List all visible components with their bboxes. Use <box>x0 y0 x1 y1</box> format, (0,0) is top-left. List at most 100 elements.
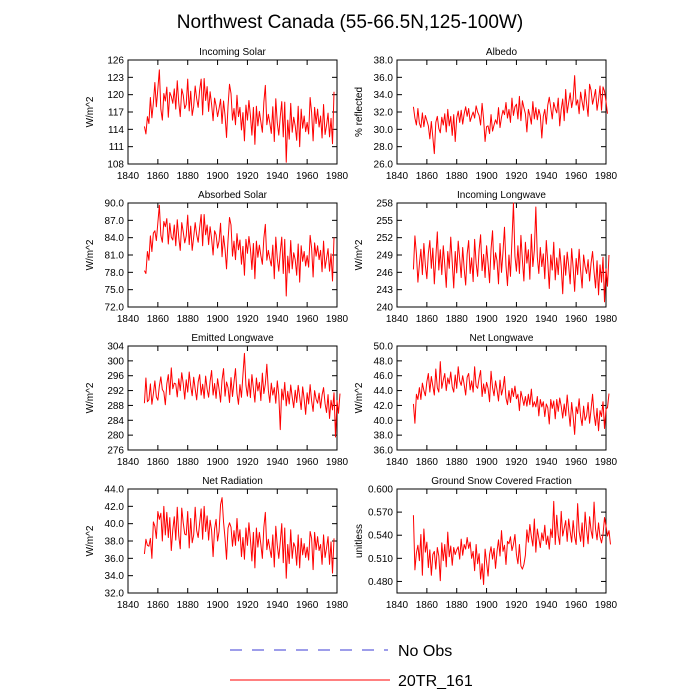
x-tick-label: 1880 <box>177 171 200 182</box>
y-tick-label: 108 <box>107 160 124 171</box>
x-tick-label: 1840 <box>386 314 409 325</box>
y-tick-label: 42.0 <box>105 502 125 513</box>
x-tick-label: 1860 <box>416 314 439 325</box>
panel-net-longwave: Net Longwave W/m^2 36.0 38.0 40.0 42.0 44.0 46.… <box>354 333 618 468</box>
x-tick-label: 1840 <box>117 171 140 182</box>
x-tick-label: 1960 <box>296 314 319 325</box>
y-tick-label: 252 <box>376 233 393 244</box>
y-tick-label: 300 <box>107 356 124 367</box>
plot-frame <box>127 345 338 451</box>
x-tick-label: 1840 <box>386 457 409 468</box>
x-tick-label: 1920 <box>505 314 528 325</box>
y-tick-label: 32.0 <box>374 108 394 119</box>
y-tick-label: 38.0 <box>105 537 125 548</box>
series-line-20tr-161 <box>412 361 610 435</box>
x-tick-label: 1880 <box>446 457 469 468</box>
y-axis-label: % reflected <box>354 87 365 137</box>
y-tick-label: 44.0 <box>374 386 394 397</box>
y-tick-label: 90.0 <box>105 199 125 210</box>
x-tick-label: 1920 <box>236 600 259 611</box>
y-tick-label: 117 <box>108 108 124 119</box>
series-line-20tr-161 <box>143 69 335 163</box>
x-tick-label: 1860 <box>147 171 170 182</box>
y-tick-label: 243 <box>376 285 393 296</box>
x-tick-label: 1880 <box>446 171 469 182</box>
x-tick-label: 1920 <box>505 171 528 182</box>
y-tick-label: 280 <box>107 431 124 442</box>
x-tick-label: 1860 <box>147 600 170 611</box>
y-tick-label: 288 <box>107 401 124 412</box>
y-tick-label: 255 <box>376 216 393 227</box>
x-tick-label: 1940 <box>266 314 289 325</box>
panel-title: Albedo <box>486 47 518 58</box>
x-tick-label: 1960 <box>565 600 588 611</box>
x-tick-label: 1960 <box>296 171 319 182</box>
panel-title: Net Longwave <box>470 333 534 344</box>
series-line-20tr-161 <box>412 202 610 303</box>
x-tick-label: 1960 <box>296 600 319 611</box>
x-tick-label: 1840 <box>386 600 409 611</box>
series-line-20tr-161 <box>143 204 335 297</box>
panel-absorbed-solar: Absorbed Solar W/m^2 72.0 75.0 78.0 81.0 84.0 8… <box>85 190 349 325</box>
y-tick-label: 34.0 <box>374 90 394 101</box>
y-tick-label: 114 <box>108 125 124 136</box>
legend: No Obs 20TR_161 <box>230 643 473 690</box>
x-tick-label: 1960 <box>565 171 588 182</box>
x-tick-label: 1980 <box>326 314 349 325</box>
y-tick-label: 258 <box>376 199 393 210</box>
x-tick-label: 1900 <box>206 314 229 325</box>
y-tick-label: 111 <box>109 142 125 153</box>
x-tick-label: 1900 <box>475 171 498 182</box>
y-tick-label: 304 <box>107 342 124 353</box>
panel-albedo: Albedo % reflected 26.0 28.0 30.0 32.0 34.0 36.… <box>354 47 618 182</box>
y-tick-label: 75.0 <box>105 285 125 296</box>
x-tick-label: 1920 <box>505 457 528 468</box>
x-tick-label: 1900 <box>475 600 498 611</box>
y-tick-label: 123 <box>107 73 124 84</box>
x-tick-label: 1980 <box>326 171 349 182</box>
x-tick-label: 1900 <box>206 457 229 468</box>
y-tick-label: 44.0 <box>105 485 125 496</box>
series-line-20tr-161 <box>143 497 335 579</box>
x-tick-label: 1840 <box>117 457 140 468</box>
y-axis-label: W/m^2 <box>354 239 365 270</box>
plot-frame <box>396 488 607 594</box>
x-tick-label: 1880 <box>177 600 200 611</box>
x-tick-label: 1980 <box>595 171 618 182</box>
x-tick-label: 1940 <box>266 171 289 182</box>
x-tick-label: 1980 <box>595 314 618 325</box>
y-axis-label: W/m^2 <box>85 239 96 270</box>
y-axis-label: W/m^2 <box>85 96 96 127</box>
y-tick-label: 36.0 <box>105 554 125 565</box>
x-tick-label: 1960 <box>565 457 588 468</box>
panel-title: Incoming Longwave <box>457 190 546 201</box>
y-tick-label: 0.600 <box>368 485 393 496</box>
y-tick-label: 40.0 <box>105 519 125 530</box>
x-tick-label: 1960 <box>296 457 319 468</box>
x-tick-label: 1900 <box>206 171 229 182</box>
y-tick-label: 0.510 <box>368 554 393 565</box>
y-tick-label: 36.0 <box>374 73 394 84</box>
y-tick-label: 87.0 <box>105 216 125 227</box>
y-axis-label: W/m^2 <box>354 382 365 413</box>
x-tick-label: 1940 <box>266 457 289 468</box>
y-tick-label: 32.0 <box>105 589 125 600</box>
x-tick-label: 1880 <box>446 314 469 325</box>
x-tick-label: 1860 <box>416 457 439 468</box>
x-tick-label: 1940 <box>535 457 558 468</box>
x-tick-label: 1880 <box>177 457 200 468</box>
y-tick-label: 36.0 <box>374 446 394 457</box>
y-tick-label: 246 <box>376 268 393 279</box>
plot-frame <box>396 345 607 451</box>
y-tick-label: 0.540 <box>368 531 393 542</box>
legend-20tr-label: 20TR_161 <box>398 673 473 690</box>
panel-title: Incoming Solar <box>199 47 266 58</box>
y-tick-label: 28.0 <box>374 142 394 153</box>
x-tick-label: 1860 <box>416 171 439 182</box>
x-tick-label: 1920 <box>236 171 259 182</box>
series-line-20tr-161 <box>143 352 341 438</box>
panel-ground-snow-covered-fraction: Ground Snow Covered Fraction unitless 0.48… <box>354 476 618 611</box>
x-tick-label: 1860 <box>416 600 439 611</box>
y-tick-label: 46.0 <box>374 371 394 382</box>
y-tick-label: 30.0 <box>374 125 394 136</box>
